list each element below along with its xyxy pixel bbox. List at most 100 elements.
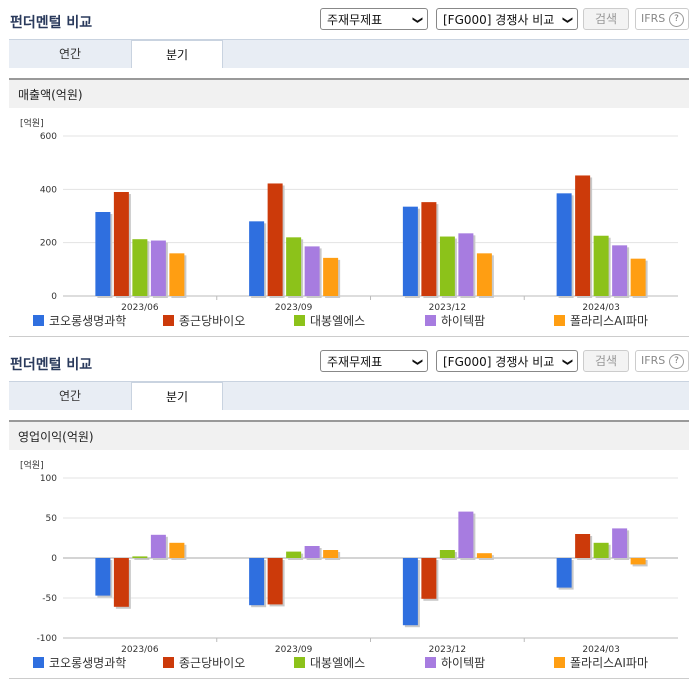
chevron-down-icon: ❮ [561, 15, 573, 25]
ifrs-label: IFRS [641, 354, 666, 367]
legend-label: 폴라리스AI파마 [570, 656, 648, 670]
y-tick-label: 400 [40, 185, 57, 195]
y-tick-label: 50 [46, 514, 58, 524]
legend-item[interactable]: 대봉엘에스 [294, 312, 365, 329]
legend-label: 코오롱생명과학 [49, 314, 127, 328]
legend-swatch [554, 657, 565, 668]
bar: 대봉엘에스 2023/09: 8 [286, 551, 302, 558]
legend-item[interactable]: 폴라리스AI파마 [554, 654, 648, 671]
legend-item[interactable]: 코오롱생명과학 [33, 654, 126, 671]
y-tick-label: 0 [51, 554, 57, 564]
bar: 폴라리스AI파마 2023/06: 19 [169, 542, 185, 558]
legend-label: 종근당바이오 [179, 656, 246, 670]
legend-swatch [294, 315, 305, 326]
bar: 코오롱생명과학 2023/09: -59 [249, 558, 265, 606]
legend-swatch [33, 315, 44, 326]
bar: 코오롱생명과학 2024/03: 385 [556, 193, 572, 296]
chevron-down-icon: ❮ [411, 357, 423, 367]
legend-swatch [33, 657, 44, 668]
legend-label: 종근당바이오 [179, 314, 246, 328]
bar: 코오롱생명과학 2023/09: 280 [249, 221, 265, 296]
ifrs-label: IFRS [641, 12, 666, 25]
bar: 폴라리스AI파마 2024/03: -8 [630, 558, 646, 565]
search-button[interactable]: 검색 [583, 8, 629, 30]
bar: 종근당바이오 2023/09: -58 [267, 558, 283, 605]
bar: 폴라리스AI파마 2023/06: 160 [169, 253, 185, 296]
compare-select[interactable]: [FG000] 경쟁사 비교 ❮ [436, 350, 578, 372]
legend-item[interactable]: 하이텍팜 [425, 654, 485, 671]
statement-select[interactable]: 주재무제표 ❮ [320, 8, 428, 30]
search-button[interactable]: 검색 [583, 350, 629, 372]
y-tick-label: -100 [37, 634, 58, 644]
section-title: 펀더멘털 비교 [10, 357, 93, 373]
bar: 코오롱생명과학 2023/12: 335 [402, 206, 418, 296]
unit-label: [억원] [20, 117, 44, 129]
x-tick-label: 2024/03 [582, 303, 619, 312]
bar: 코오롱생명과학 2023/12: -84 [402, 558, 418, 626]
section-divider [9, 678, 689, 679]
y-tick-label: 100 [40, 474, 57, 484]
chevron-down-icon: ❮ [411, 15, 423, 25]
legend-label: 하이텍팜 [441, 314, 486, 328]
section-divider [9, 336, 689, 337]
compare-select[interactable]: [FG000] 경쟁사 비교 ❮ [436, 8, 578, 30]
legend-label: 대봉엘에스 [310, 656, 366, 670]
bar: 코오롱생명과학 2023/06: 315 [95, 212, 111, 296]
tab-quarterly[interactable]: 분기 [131, 382, 223, 410]
section-header: 펀더멘털 비교 주재무제표 ❮ [FG000] 경쟁사 비교 ❮ 검색 IFRS… [0, 0, 696, 38]
statement-select[interactable]: 주재무제표 ❮ [320, 350, 428, 372]
period-tabs: 연간 분기 [9, 381, 689, 410]
tab-quarterly[interactable]: 분기 [131, 40, 223, 68]
legend-item[interactable]: 폴라리스AI파마 [554, 312, 648, 329]
chevron-down-icon: ❮ [561, 357, 573, 367]
revenue-bar-chart: [억원] 0 200 400 600 2023/06 코오롱생명과학 2023/06: 31… [20, 117, 678, 312]
x-tick-label: 2023/09 [275, 645, 313, 654]
x-tick-label: 2023/06 [121, 303, 159, 312]
legend-item[interactable]: 종근당바이오 [163, 654, 245, 671]
legend-swatch [163, 315, 174, 326]
fundamental-section-operating-profit: 펀더멘털 비교 주재무제표 ❮ [FG000] 경쟁사 비교 ❮ 검색 IFRS… [0, 342, 696, 684]
legend-label: 폴라리스AI파마 [570, 314, 648, 328]
question-icon: ? [669, 12, 684, 27]
section-header: 펀더멘털 비교 주재무제표 ❮ [FG000] 경쟁사 비교 ❮ 검색 IFRS… [0, 342, 696, 380]
legend-label: 하이텍팜 [441, 656, 486, 670]
legend-item[interactable]: 코오롱생명과학 [33, 312, 126, 329]
bar: 폴라리스AI파마 2023/09: 10 [323, 550, 339, 558]
tab-annual[interactable]: 연간 [58, 47, 82, 61]
ifrs-help-button[interactable]: IFRS ? [635, 8, 689, 30]
legend-swatch [163, 657, 174, 668]
legend-item[interactable]: 종근당바이오 [163, 312, 245, 329]
x-tick-label: 2023/09 [275, 303, 313, 312]
legend-swatch [294, 657, 305, 668]
legend-swatch [554, 315, 565, 326]
x-tick-label: 2023/12 [429, 303, 466, 312]
bar: 종근당바이오 2024/03: 30 [575, 534, 591, 558]
bar: 폴라리스AI파마 2024/03: 140 [630, 258, 646, 296]
bar: 대봉엘에스 2023/06: 213 [132, 239, 148, 296]
bar: 하이텍팜 2024/03: 190 [612, 245, 628, 296]
legend-swatch [425, 657, 436, 668]
period-tabs: 연간 분기 [9, 39, 689, 68]
ifrs-help-button[interactable]: IFRS ? [635, 350, 689, 372]
y-tick-label: 600 [40, 132, 57, 142]
y-tick-label: 0 [51, 292, 57, 302]
unit-label: [억원] [20, 459, 44, 471]
metric-label: 매출액(억원) [9, 78, 689, 108]
bar: 하이텍팜 2023/09: 186 [304, 246, 320, 296]
bar: 종근당바이오 2023/12: 352 [421, 202, 437, 296]
tab-annual[interactable]: 연간 [58, 389, 82, 403]
bar: 코오롱생명과학 2023/06: -47 [95, 558, 111, 596]
bar-shadow [134, 558, 150, 560]
chart-legend: 코오롱생명과학 종근당바이오 대봉엘에스 하이텍팜 폴라리스AI파마 [0, 312, 696, 332]
statement-select-value: 주재무제표 [327, 355, 383, 369]
bar: 대봉엘에스 2024/03: 226 [593, 235, 609, 296]
legend-item[interactable]: 대봉엘에스 [294, 654, 365, 671]
bar: 폴라리스AI파마 2023/12: 6 [476, 553, 492, 558]
x-tick-label: 2023/12 [429, 645, 466, 654]
bar: 하이텍팜 2023/06: 208 [150, 240, 166, 296]
bar: 하이텍팜 2023/12: 58 [458, 511, 474, 558]
legend-item[interactable]: 하이텍팜 [425, 312, 485, 329]
bar: 하이텍팜 2023/12: 235 [458, 233, 474, 296]
bar: 대봉엘에스 2023/12: 223 [439, 236, 455, 296]
legend-label: 코오롱생명과학 [49, 656, 127, 670]
